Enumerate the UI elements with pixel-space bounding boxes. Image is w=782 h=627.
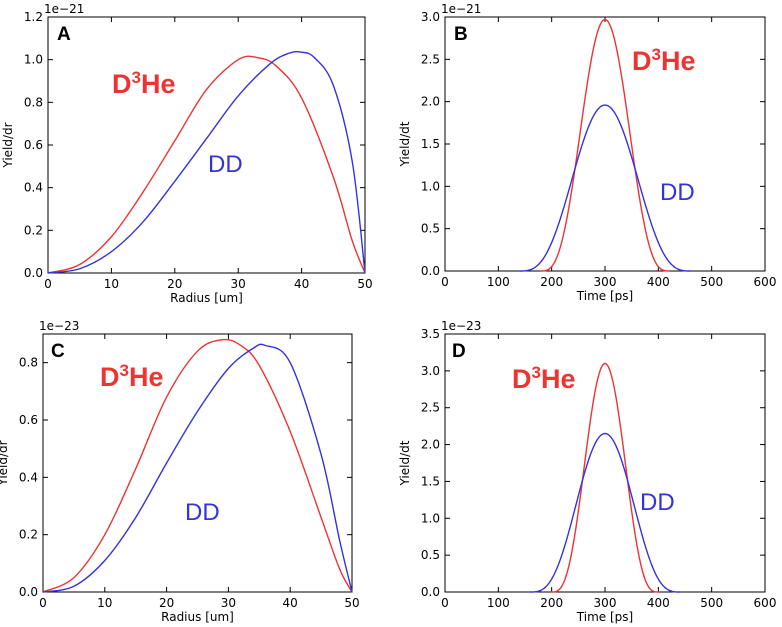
x-tick-label: 30 [221,596,236,610]
y-tick-label: 2.5 [421,52,440,66]
panel-b: 0 100 200 300 400 500 600 0.0 0.5 1.0 1.5 2.0 2.5 3.0… [398,2,776,303]
y-tick-label: 0.0 [421,585,440,599]
axis-multiplier: 1e−21 [441,2,481,16]
x-tick-label: 100 [487,596,510,610]
series-label-d3he: D3He [100,361,163,392]
x-tick-label: 400 [647,596,670,610]
x-tick-label: 30 [231,277,246,291]
panel-c: 0 10 20 30 40 50 0.0 0.2 0.4 0.6 0.8 Radius [um] Yie… [0,319,360,624]
series-label-dd: DD [640,489,675,516]
series-label-d3he: D3He [512,363,575,394]
axis-multiplier: 1e−23 [441,319,481,333]
y-tick-label: 2.0 [421,95,440,109]
y-tick-label: 3.5 [421,327,440,341]
y-tick-label: 1.0 [421,511,440,525]
x-tick-label: 200 [540,596,563,610]
axis-multiplier: 1e−21 [44,2,84,16]
series-line-dd [42,343,353,593]
x-tick-label: 500 [700,275,723,289]
x-axis-label: Radius [um] [170,291,243,305]
y-tick-label: 0.0 [19,585,38,599]
series-line-d3he [550,362,660,593]
axes-frame [42,333,353,593]
y-axis-label: Yield/dt [398,440,412,486]
y-tick-label: 0.6 [24,138,43,152]
y-axis-label: Yield/dt [398,121,412,167]
y-tick-label: 2.5 [421,401,440,415]
x-tick-label: 50 [357,277,372,291]
y-tick-label: 0.2 [19,528,38,542]
x-tick-label: 0 [441,596,449,610]
y-axis-label: Yield/dr [1,122,15,168]
y-tick-label: 3.0 [421,364,440,378]
panel-letter: A [57,24,71,45]
x-axis-label: Time [ps] [576,289,633,303]
panel-d: 0 100 200 300 400 500 600 0.0 0.5 1.0 1.5 2.0 2.5 3.0… [398,319,776,624]
x-tick-label: 300 [594,596,617,610]
series-line-d3he [540,18,670,272]
series-line-dd [47,51,366,274]
panel-letter: D [452,341,466,362]
y-tick-label: 0.2 [24,223,43,237]
x-tick-label: 0 [44,277,52,291]
x-tick-label: 100 [487,275,510,289]
axes-frame [47,16,366,274]
panel-letter: B [454,24,468,45]
x-axis-label: Time [ps] [576,610,633,624]
y-tick-label: 0.0 [24,266,43,280]
y-axis-label: Yield/dr [0,440,10,486]
panel-a: 0 10 20 30 40 50 0.0 0.2 0.4 0.6 0.8 1.0 1.2 Radius [… [1,2,373,305]
x-tick-label: 600 [754,275,777,289]
x-axis-label: Radius [um] [161,610,234,624]
x-tick-label: 10 [97,596,112,610]
y-tick-label: 0.6 [19,413,38,427]
x-tick-label: 20 [167,277,182,291]
x-tick-label: 600 [754,596,777,610]
series-label-d3he: D3He [632,45,695,76]
y-tick-label: 0.8 [19,356,38,370]
y-tick-label: 1.5 [421,137,440,151]
x-tick-label: 50 [344,596,359,610]
x-tick-label: 200 [540,275,563,289]
y-tick-label: 0.4 [19,470,38,484]
series-line-d3he [47,55,366,274]
y-tick-label: 0.5 [421,548,440,562]
axes-frame [444,16,766,272]
series-label-dd: DD [208,151,243,178]
y-tick-label: 1.5 [421,474,440,488]
y-tick-label: 1.0 [421,179,440,193]
series-label-dd: DD [185,499,220,526]
y-tick-label: 0.5 [421,222,440,236]
x-tick-label: 300 [594,275,617,289]
axis-multiplier: 1e−23 [39,319,79,333]
y-tick-label: 1.0 [24,53,43,67]
x-tick-label: 10 [104,277,119,291]
y-tick-label: 0.4 [24,181,43,195]
y-tick-label: 2.0 [421,438,440,452]
x-tick-label: 500 [700,596,723,610]
axes-frame [444,333,766,593]
series-line-d3he [42,338,353,593]
panel-letter: C [51,341,65,362]
y-tick-label: 1.2 [24,10,43,24]
y-tick-label: 3.0 [421,10,440,24]
x-tick-label: 400 [647,275,670,289]
series-label-dd: DD [660,179,695,206]
y-tick-label: 0.8 [24,95,43,109]
y-tick-label: 0.0 [421,264,440,278]
x-tick-label: 0 [441,275,449,289]
x-tick-label: 20 [159,596,174,610]
x-tick-label: 40 [294,277,309,291]
series-label-d3he: D3He [112,68,175,99]
x-tick-label: 40 [283,596,298,610]
x-tick-label: 0 [39,596,47,610]
series-line-dd [518,104,692,272]
series-line-dd [529,432,681,593]
